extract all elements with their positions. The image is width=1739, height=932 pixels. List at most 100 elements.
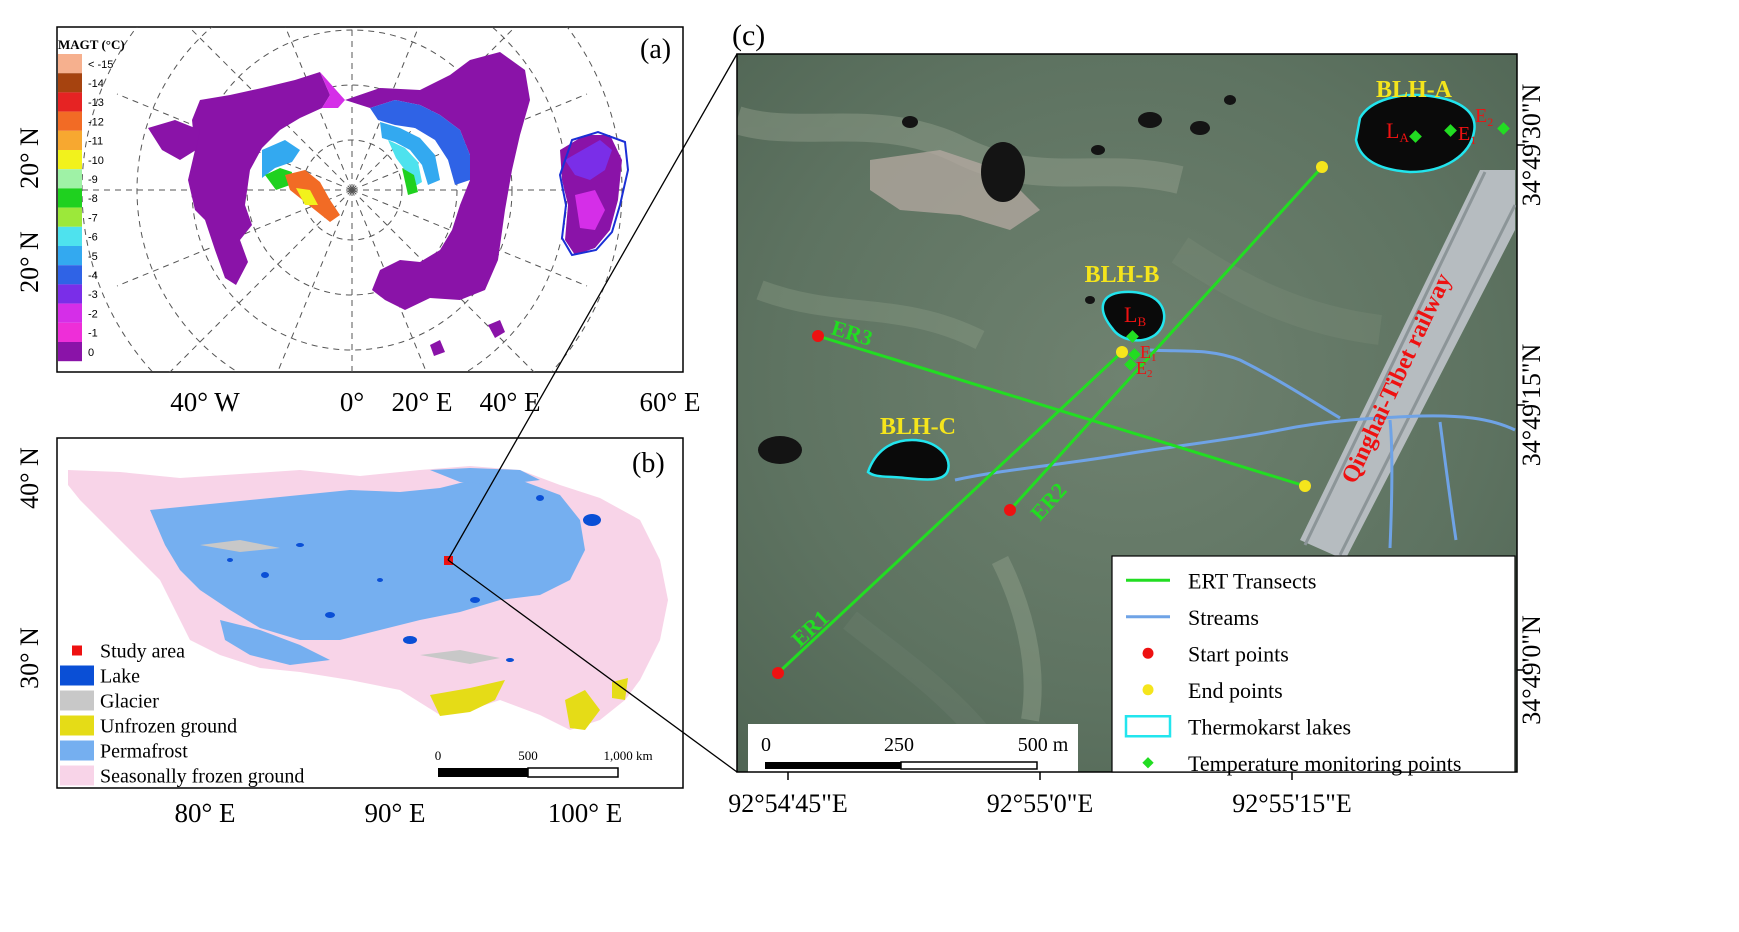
label-blh-a: BLH-A <box>1376 77 1453 103</box>
monitoring-point-labels: LA E1 E2 LB E1 E2 <box>1124 105 1493 380</box>
legend-b-label: Glacier <box>100 691 159 713</box>
magt-legend-swatch <box>58 169 82 189</box>
panel-c-ticks <box>787 144 1525 780</box>
magt-legend-swatch <box>58 92 82 112</box>
panel-b-lon-80e: 80° E <box>174 798 235 828</box>
magt-legend-label: -2 <box>88 308 98 320</box>
magt-legend-swatch <box>58 303 82 323</box>
label-blh-c: BLH-C <box>880 414 956 440</box>
connector-lines <box>447 53 738 773</box>
magt-legend-swatch <box>58 188 82 208</box>
magt-legend: MAGT (°C) < -15-14-13-12-11-10-9-8-7-6-5… <box>58 37 125 362</box>
magt-legend-swatch <box>58 54 82 74</box>
label-e2-a: E2 <box>1475 105 1493 129</box>
panel-a-lon-20e: 20° E <box>391 387 452 417</box>
magt-legend-swatch <box>58 207 82 227</box>
panel-b-lat-40n: 40° N <box>15 447 44 509</box>
legend-c-label: Thermokarst lakes <box>1188 714 1351 739</box>
legend-c-label: ERT Transects <box>1188 568 1316 593</box>
transect-er3 <box>817 334 1306 488</box>
panel-a-lon-0: 0° <box>340 387 364 417</box>
legend-c-dot <box>1142 684 1154 696</box>
magt-legend-label: -13 <box>88 97 104 109</box>
scalebar-b-0: 0 <box>435 748 442 763</box>
panel-c-lon-1: 92°54'45"E <box>728 789 848 818</box>
magt-legend-label: 0 <box>88 347 94 359</box>
railway <box>1300 170 1517 560</box>
panel-a-label: (a) <box>640 34 671 65</box>
scalebar-b-1000: 1,000 km <box>603 748 652 763</box>
panel-b-lon-100e: 100° E <box>548 798 623 828</box>
panel-c: (c) <box>728 19 1546 818</box>
lakes <box>227 495 601 662</box>
legend-b-label: Study area <box>100 641 185 663</box>
end-points <box>1116 161 1328 492</box>
label-la: LA <box>1386 118 1409 145</box>
magt-legend-swatch <box>58 265 82 285</box>
panel-a-lon-40w: 40° W <box>170 387 240 417</box>
start-point-er2 <box>1004 504 1016 516</box>
panel-c-lon-2: 92°55'0"E <box>987 789 1094 818</box>
unfrozen-ground <box>430 678 628 730</box>
legend-b-label: Seasonally frozen ground <box>100 766 304 788</box>
panel-a: MAGT (°C) < -15-14-13-12-11-10-9-8-7-6-5… <box>15 26 701 417</box>
legend-b-marker <box>72 645 82 656</box>
panel-b-lat-30n: 30° N <box>15 627 44 689</box>
ert-transects <box>776 165 1324 675</box>
tibet-map <box>68 466 668 730</box>
panel-a-lon-40e: 40° E <box>479 387 540 417</box>
transect-er2 <box>1008 165 1324 512</box>
magt-legend-swatch <box>58 111 82 131</box>
panel-b-legend: Study area Lake Glacier Unfrozen ground Perm… <box>60 641 304 788</box>
tibet-outline-small <box>558 130 630 257</box>
magt-legend-label: -4 <box>88 270 98 282</box>
legend-c-box <box>1124 715 1172 738</box>
magt-legend-swatch <box>58 284 82 304</box>
magt-legend-label: -7 <box>88 212 98 224</box>
magt-legend-swatch <box>58 130 82 150</box>
label-lb: LB <box>1124 302 1146 329</box>
legend-c-label: End points <box>1188 678 1283 703</box>
end-point-er1 <box>1116 346 1128 358</box>
magt-legend-label: -11 <box>88 136 103 148</box>
end-point-er3 <box>1299 480 1311 492</box>
legend-c-label: Streams <box>1188 605 1259 630</box>
panel-c-lat-3: 34°49'0"N <box>1517 615 1546 725</box>
legend-b-swatch <box>60 715 94 736</box>
panel-b-lon-90e: 90° E <box>364 798 425 828</box>
legend-c-dot <box>1142 647 1154 659</box>
start-points <box>772 330 1016 679</box>
label-blh-b: BLH-B <box>1085 262 1160 288</box>
magt-legend-label: -12 <box>88 116 104 128</box>
panel-c-legend: ERT Transects Streams Start points End poin… <box>1111 555 1516 776</box>
panel-c-label: (c) <box>732 19 765 52</box>
panel-a-lat-label-1: 20° N <box>15 127 44 189</box>
magt-legend-swatch <box>58 246 82 266</box>
magt-legend-label: < -15 <box>88 59 113 71</box>
lake-blh-b <box>1101 290 1166 342</box>
magt-legend-title: MAGT (°C) <box>58 37 125 52</box>
panel-b: Study area Lake Glacier Unfrozen ground Perm… <box>15 437 684 828</box>
legend-b-label: Unfrozen ground <box>100 716 237 738</box>
panel-a-lat-label-2: 20° N <box>15 231 44 293</box>
magt-legend-label: -8 <box>88 193 98 205</box>
magt-legend-label: -6 <box>88 232 98 244</box>
legend-c-label: Temperature monitoring points <box>1188 751 1461 776</box>
legend-b-swatch <box>60 665 94 686</box>
magt-legend-swatch <box>58 342 82 362</box>
scalebar-c-0: 0 <box>761 734 771 756</box>
legend-c-diamond <box>1142 757 1154 769</box>
magt-legend-label: -14 <box>88 78 104 90</box>
panel-b-label: (b) <box>632 448 665 479</box>
scalebar-c-250: 250 <box>884 734 914 756</box>
magt-legend-label: -5 <box>88 251 98 263</box>
magt-legend-label: -3 <box>88 289 98 301</box>
transect-er1 <box>776 350 1124 675</box>
legend-b-label: Permafrost <box>100 741 188 763</box>
streams <box>954 348 1516 549</box>
legend-b-label: Lake <box>100 666 140 688</box>
label-e1-b: E1 <box>1140 342 1157 364</box>
panel-c-lat-1: 34°49'30"N <box>1517 84 1546 207</box>
legend-b-swatch <box>60 765 94 786</box>
legend-c-label: Start points <box>1188 641 1289 666</box>
